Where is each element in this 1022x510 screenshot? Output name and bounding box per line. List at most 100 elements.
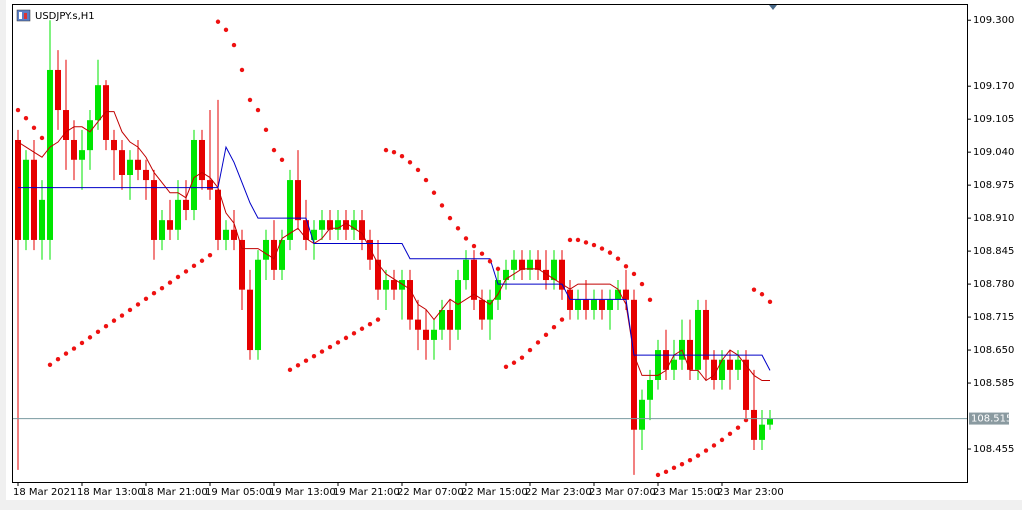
candle-body — [279, 239, 285, 270]
sar-dot — [495, 266, 501, 272]
candle-body — [391, 280, 397, 290]
sar-dot — [159, 285, 165, 291]
sar-dot — [703, 448, 709, 453]
sar-dot — [175, 274, 181, 280]
candle-body — [567, 289, 573, 310]
candle-body — [719, 359, 725, 381]
candle-body — [87, 120, 93, 151]
sar-dot — [615, 256, 621, 261]
x-tick-label: 19 Mar 21:00 — [333, 487, 400, 498]
x-tick-label: 23 Mar 07:00 — [589, 487, 656, 498]
sar-dot — [103, 324, 109, 329]
y-tick-label: 108.910 — [973, 213, 1014, 224]
candle-body — [767, 418, 773, 425]
candle-body — [319, 220, 325, 230]
candle-body — [47, 69, 53, 240]
sar-dot — [655, 472, 661, 478]
sar-dot — [399, 154, 405, 159]
candle-body — [407, 280, 413, 320]
candle-body — [471, 259, 477, 300]
sar-dot — [503, 364, 509, 370]
sar-dot — [295, 363, 301, 368]
sar-dot — [671, 465, 677, 470]
x-tick-label: 23 Mar 23:00 — [717, 487, 784, 498]
sar-dot — [287, 367, 293, 373]
candle-body — [543, 269, 549, 281]
y-tick-label: 108.975 — [973, 180, 1014, 191]
sar-dot — [39, 135, 45, 141]
sar-dot — [199, 258, 205, 263]
candle-body — [495, 280, 501, 300]
sar-dot — [599, 246, 605, 251]
candle-body — [127, 159, 133, 175]
candle-body — [439, 309, 445, 330]
sar-dot — [543, 332, 549, 338]
candle-body — [655, 350, 661, 381]
candle-body — [631, 299, 637, 430]
y-tick-label: 108.715 — [973, 312, 1014, 323]
sar-dot — [143, 296, 149, 302]
candle-body — [191, 139, 197, 211]
y-tick-label: 108.845 — [973, 246, 1014, 257]
candle-body — [623, 289, 629, 300]
x-tick-label: 19 Mar 05:00 — [205, 487, 272, 498]
candle-body — [287, 180, 293, 240]
candle-body — [399, 280, 405, 290]
sar-dot — [479, 251, 485, 256]
candle-body — [759, 424, 765, 440]
sar-dot — [135, 302, 141, 307]
candle-body — [695, 309, 701, 370]
sar-dot — [239, 67, 245, 73]
candle-body — [727, 359, 733, 370]
sar-dot — [583, 240, 589, 245]
candle-body — [143, 169, 149, 181]
candle-body — [119, 150, 125, 175]
sar-dot — [519, 355, 525, 360]
sar-dot — [751, 287, 757, 292]
candle-body — [335, 220, 341, 230]
sar-dot — [111, 318, 117, 323]
candle-body — [31, 159, 37, 240]
candle-body — [639, 399, 645, 430]
sar-dot — [487, 259, 493, 264]
sar-dot — [607, 250, 613, 255]
indicator-line — [18, 145, 771, 371]
x-tick-label: 18 Mar 21:00 — [141, 487, 208, 498]
sar-dot — [407, 160, 413, 165]
sar-dot — [647, 297, 653, 303]
sar-dot — [359, 326, 365, 331]
sar-dot — [207, 252, 213, 258]
plot-frame — [12, 4, 968, 483]
y-tick-label: 109.170 — [973, 81, 1014, 92]
candle-body — [159, 220, 165, 240]
candle-body — [383, 280, 389, 290]
sar-dot — [559, 317, 565, 322]
candle-body — [607, 299, 613, 310]
current-price-box — [969, 412, 1009, 425]
candle-body — [263, 239, 269, 260]
sar-dot — [735, 425, 741, 430]
candle-body — [351, 220, 357, 230]
candle-body — [295, 180, 301, 221]
candle-body — [535, 259, 541, 270]
candle-body — [239, 239, 245, 290]
candle-body — [583, 299, 589, 310]
sar-dot — [639, 281, 645, 287]
sar-dot — [71, 346, 77, 351]
candle-body — [415, 319, 421, 330]
sar-dot — [263, 127, 269, 133]
sar-dot — [719, 437, 725, 443]
candle-body — [559, 259, 565, 290]
sar-dot — [455, 226, 461, 231]
candle-body — [95, 85, 101, 121]
sar-dot — [415, 167, 421, 173]
sar-dot — [191, 263, 197, 269]
indicator-line — [17, 111, 770, 382]
sar-dot — [79, 340, 85, 346]
sar-dot — [167, 280, 173, 285]
candle-body — [343, 220, 349, 230]
sar-dot — [255, 107, 261, 113]
